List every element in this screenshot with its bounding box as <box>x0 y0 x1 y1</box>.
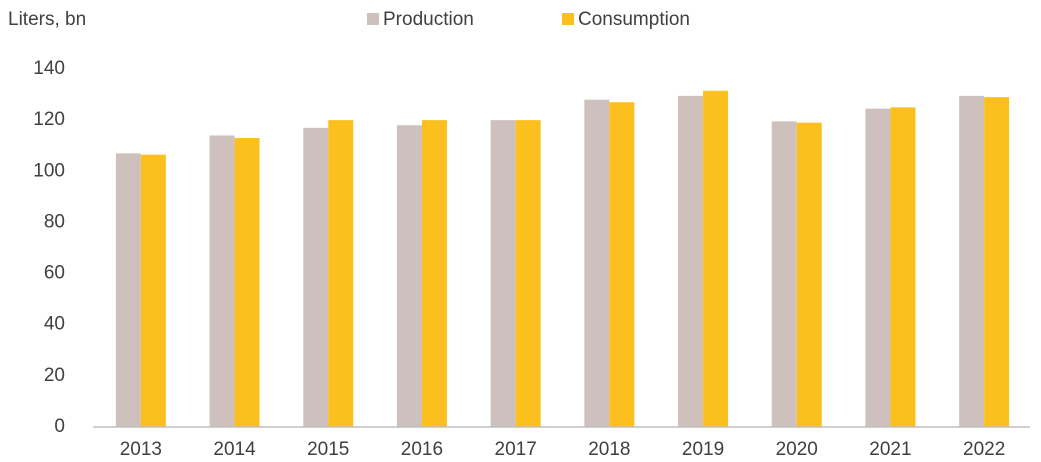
legend-label: Consumption <box>578 9 690 30</box>
bar <box>140 154 166 427</box>
bar <box>209 135 235 427</box>
bar <box>234 138 260 428</box>
legend-label: Production <box>383 9 474 30</box>
bar <box>959 95 985 427</box>
bar <box>678 95 704 427</box>
x-tick-label: 2022 <box>963 439 1005 460</box>
x-tick-label: 2017 <box>495 439 537 460</box>
bar <box>609 102 635 427</box>
bar <box>515 120 541 428</box>
x-tick-label: 2016 <box>401 439 443 460</box>
x-tick-label: 2018 <box>588 439 630 460</box>
bar <box>421 120 447 428</box>
bar <box>115 153 141 427</box>
bar <box>396 125 422 427</box>
y-axis-label: Liters, bn <box>8 9 86 30</box>
y-tick-label: 40 <box>44 314 65 335</box>
bar <box>771 121 797 428</box>
bar <box>796 122 822 427</box>
y-tick-label: 80 <box>44 211 65 232</box>
legend-swatch <box>562 13 574 25</box>
y-tick-label: 0 <box>54 416 65 437</box>
bar <box>984 97 1010 427</box>
x-tick-label: 2020 <box>776 439 818 460</box>
legend-swatch <box>367 13 379 25</box>
bar <box>703 90 729 427</box>
bar <box>303 127 329 428</box>
y-tick-label: 140 <box>33 58 65 79</box>
bar <box>890 107 916 427</box>
bar <box>584 99 610 427</box>
x-tick-label: 2019 <box>682 439 724 460</box>
x-tick-label: 2021 <box>869 439 911 460</box>
y-tick-label: 120 <box>33 109 65 130</box>
bar <box>490 120 516 428</box>
bar <box>328 120 354 428</box>
bar <box>865 108 891 427</box>
x-tick-label: 2013 <box>120 439 162 460</box>
y-tick-label: 60 <box>44 263 65 284</box>
y-tick-label: 100 <box>33 160 65 181</box>
y-tick-label: 20 <box>44 365 65 386</box>
x-tick-label: 2014 <box>213 439 256 460</box>
x-tick-label: 2015 <box>307 439 349 460</box>
